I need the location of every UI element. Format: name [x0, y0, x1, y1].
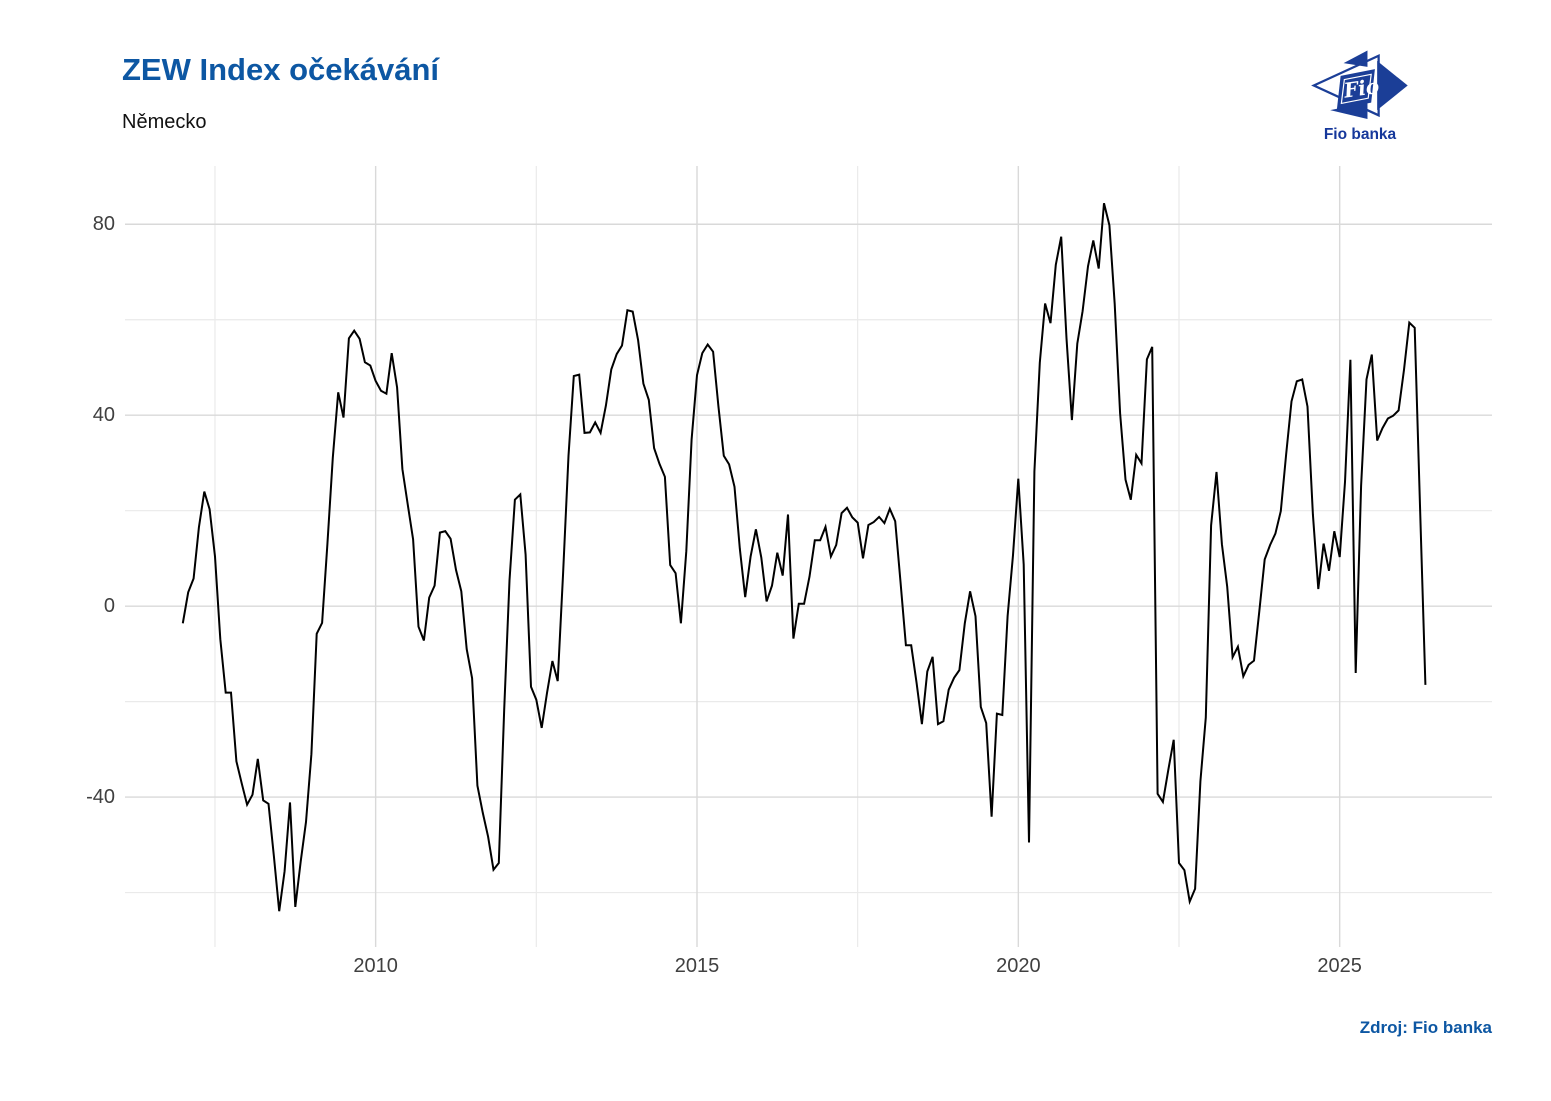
- x-tick-label: 2020: [996, 955, 1041, 977]
- chart-canvas: [125, 166, 1492, 947]
- fio-banka-logo-icon: Fio: [1311, 50, 1408, 120]
- fio-banka-logo-label: Fio banka: [1323, 126, 1397, 143]
- chart-panel: [125, 166, 1492, 947]
- logo-right-arrow: [1377, 60, 1408, 111]
- y-tick-label: -40: [86, 786, 115, 809]
- y-tick-label: 0: [103, 595, 115, 618]
- logo-center-frame: [1340, 73, 1372, 105]
- y-tick-label: 40: [92, 404, 115, 427]
- page-subtitle: Německo: [122, 111, 207, 133]
- page-title: ZEW Index očekávání: [122, 52, 439, 87]
- x-tick-label: 2025: [1317, 955, 1362, 977]
- logo-fio-text: Fio: [1341, 74, 1380, 103]
- data-line-zew: [181, 202, 1427, 912]
- logo-top-flag: [1343, 50, 1368, 67]
- x-tick-label: 2010: [353, 955, 398, 977]
- x-tick-label: 2015: [674, 955, 720, 977]
- source-credit: Zdroj: Fio banka: [1359, 1018, 1492, 1037]
- y-tick-label: 80: [92, 213, 115, 236]
